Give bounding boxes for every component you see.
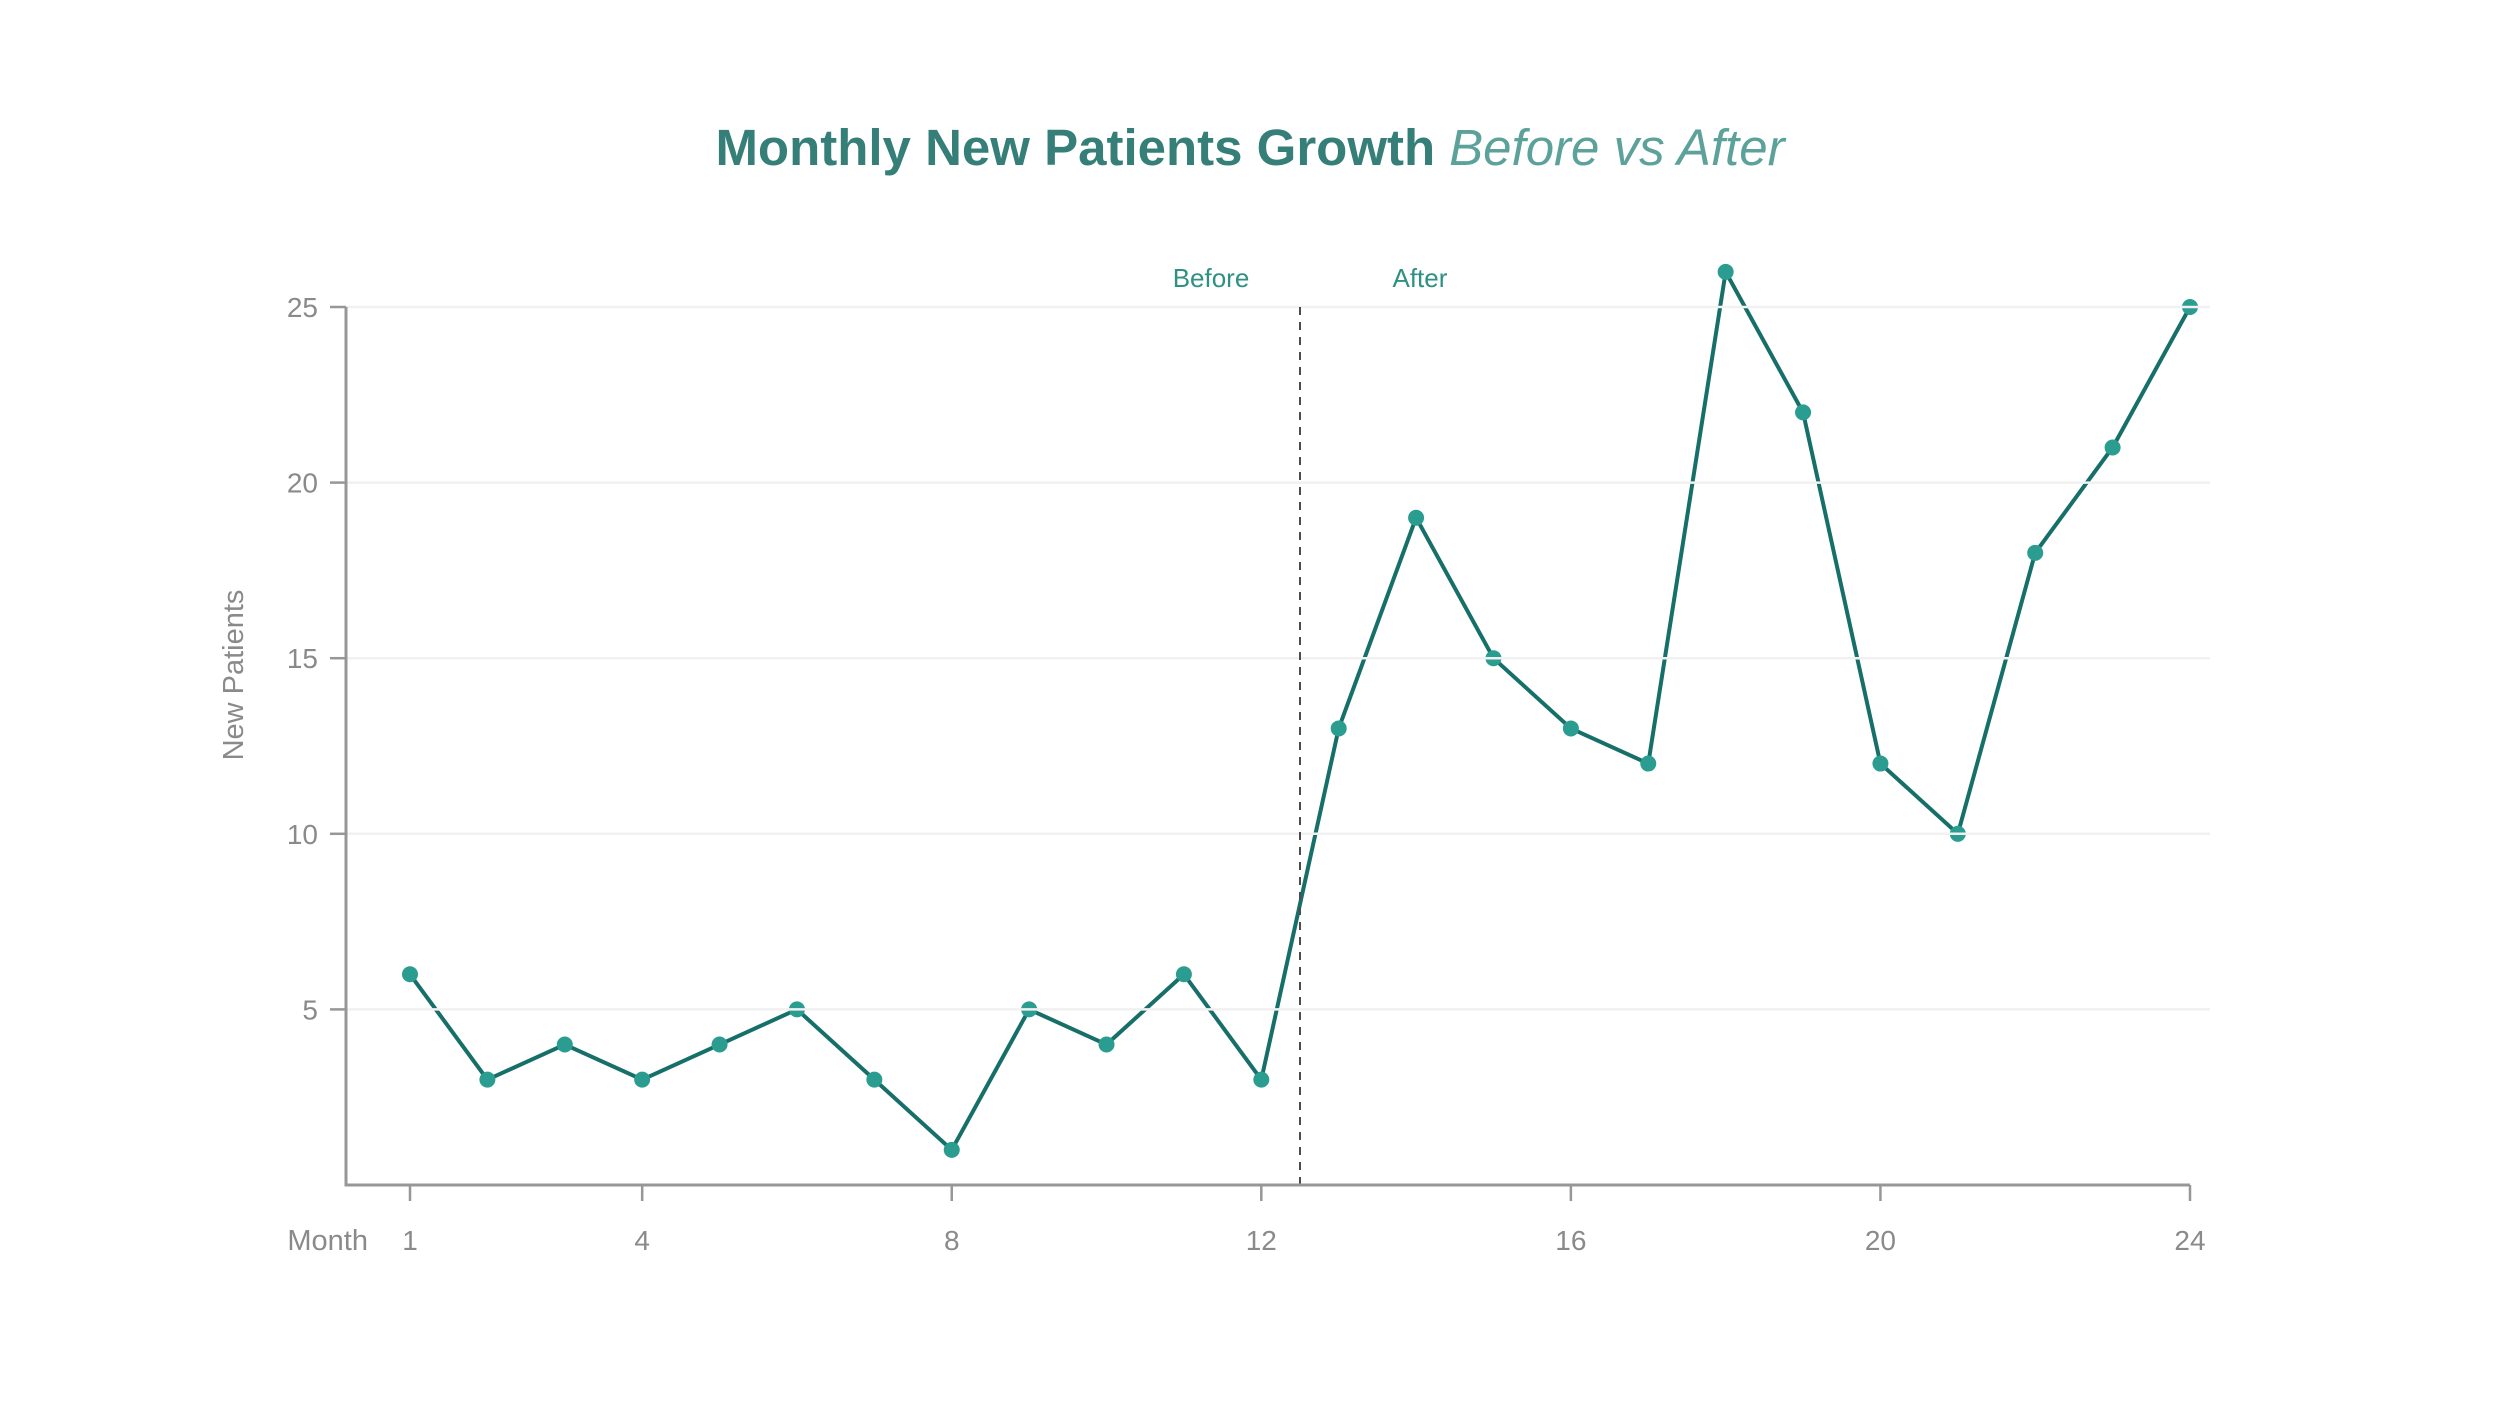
x-tick-label-20: 20: [1865, 1225, 1896, 1256]
data-point-month-22: [2027, 544, 2044, 561]
data-point-month-17: [1640, 755, 1657, 772]
data-point-month-20: [1872, 755, 1889, 772]
x-tick-label-24: 24: [2174, 1225, 2205, 1256]
data-point-month-4: [634, 1071, 651, 1088]
data-point-month-23: [2104, 439, 2121, 456]
x-tick-label-12: 12: [1246, 1225, 1277, 1256]
y-axis-title: New Patients: [218, 590, 250, 761]
y-tick-label-10: 10: [287, 819, 318, 850]
data-point-month-3: [556, 1036, 573, 1053]
chart-title-subtitle: Before vs After: [1449, 119, 1786, 176]
data-point-month-5: [711, 1036, 728, 1053]
data-point-month-19: [1795, 404, 1812, 421]
chart-title-main: Monthly New Patients Growth: [715, 119, 1435, 176]
data-point-month-14: [1408, 509, 1425, 526]
gridline-layer: [346, 305, 2210, 1011]
series-line-new-patients: [408, 269, 2192, 1152]
data-point-month-11: [1175, 966, 1192, 983]
x-tick-label-16: 16: [1555, 1225, 1586, 1256]
annotation-before: Before: [1173, 263, 1250, 293]
x-tick-label-8: 8: [944, 1225, 960, 1256]
data-point-month-16: [1562, 720, 1579, 737]
x-tick-label-4: 4: [634, 1225, 650, 1256]
data-point-month-18: [1717, 263, 1734, 280]
data-point-month-8: [943, 1141, 960, 1158]
series-layer: [402, 263, 2198, 1158]
annotation-after: After: [1392, 263, 1447, 293]
y-tick-label-20: 20: [287, 468, 318, 499]
data-point-month-10: [1098, 1036, 1115, 1053]
x-axis-title: Month: [287, 1225, 368, 1257]
y-tick-label-25: 25: [287, 292, 318, 323]
data-point-month-12: [1253, 1071, 1270, 1088]
data-point-month-1: [402, 966, 418, 983]
tick-label-layer: 5 10 15 20 25 1 4 8 12 16 20 24: [287, 292, 2206, 1256]
axes-layer: [330, 305, 2192, 1201]
data-point-month-7: [866, 1071, 883, 1088]
y-tick-label-5: 5: [302, 994, 318, 1025]
data-point-month-13: [1330, 720, 1347, 737]
x-tick-label-1: 1: [402, 1225, 418, 1256]
chart-title: Monthly New Patients Growth Before vs Aft…: [715, 119, 1786, 176]
data-point-month-2: [479, 1071, 496, 1088]
y-tick-label-15: 15: [287, 643, 318, 674]
